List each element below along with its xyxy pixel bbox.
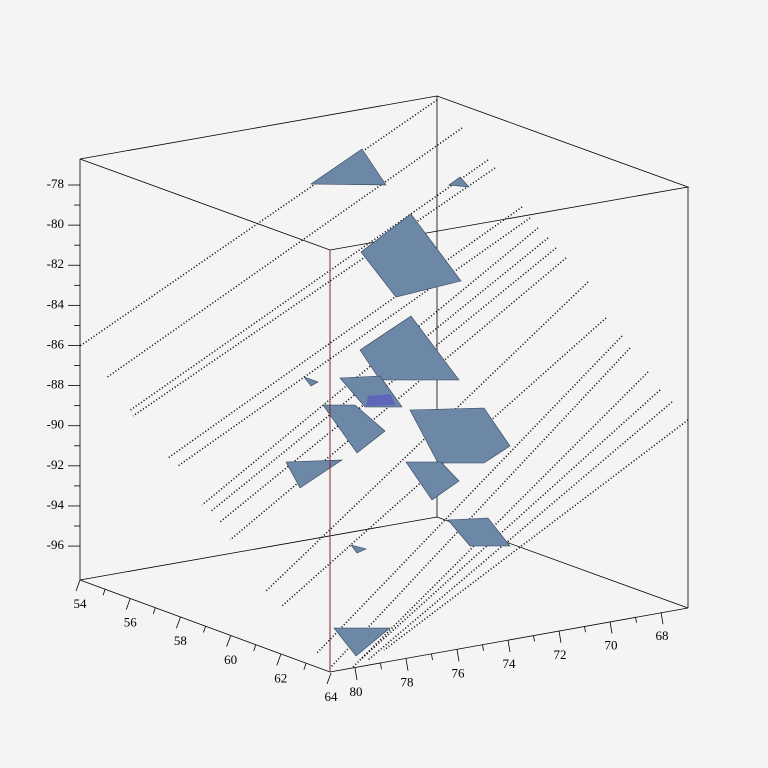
patch <box>448 176 470 188</box>
axes: -78 -80 -82 -84 -86 -88 -90 -92 -94 -96 54 56 58 60 62… <box>47 176 669 704</box>
y-minor-tick <box>533 635 535 642</box>
dotted-line <box>229 257 567 541</box>
y-tick-label: 72 <box>554 647 567 662</box>
dotted-line <box>128 159 489 412</box>
dotted-line <box>177 217 531 467</box>
y-minor-tick <box>431 653 433 661</box>
dotted-line <box>383 419 689 651</box>
y-minor-tick <box>635 616 637 623</box>
y-tick <box>609 621 613 634</box>
patch <box>405 461 460 501</box>
dotted-line <box>201 227 539 506</box>
patch <box>350 544 367 554</box>
y-tick-label: 80 <box>350 684 363 699</box>
patch <box>303 376 319 387</box>
y-tick-label: 78 <box>401 675 414 690</box>
x-tick-label: 56 <box>124 615 138 630</box>
patch <box>409 407 511 464</box>
patch <box>359 315 460 381</box>
x-tick-label: 60 <box>224 652 237 667</box>
z-tick-label: -96 <box>47 537 65 552</box>
patch <box>360 213 462 298</box>
z-tick-label: -94 <box>47 497 65 512</box>
z-tick-label: -86 <box>47 336 65 351</box>
x-tick-label: 58 <box>174 633 187 648</box>
y-tick-label: 76 <box>452 665 466 680</box>
z-tick-label: -92 <box>47 457 64 472</box>
y-tick-label: 70 <box>605 637 618 652</box>
x-tick <box>125 598 131 610</box>
y-tick <box>354 667 358 681</box>
dotted-line <box>359 389 661 661</box>
patch <box>333 627 391 657</box>
x-tick-label: 64 <box>325 689 339 704</box>
patch <box>310 148 387 186</box>
x-tick <box>226 635 231 647</box>
dotted-line <box>209 237 549 513</box>
y-tick-label: 74 <box>503 656 517 671</box>
z-tick-label: -82 <box>47 256 64 271</box>
x-minor-tick <box>253 644 257 652</box>
x-tick-label: 54 <box>74 596 88 611</box>
x-minor-tick <box>303 663 307 670</box>
y-tick <box>507 640 511 653</box>
dotted-line <box>132 167 496 417</box>
y-minor-tick <box>482 644 484 651</box>
dotted-lines <box>79 99 689 669</box>
surface-patches <box>285 148 511 657</box>
x-minor-tick <box>203 626 206 633</box>
z-tick-label: -90 <box>47 417 64 432</box>
y-tick-label: 68 <box>656 628 669 643</box>
x-tick <box>75 579 81 592</box>
dotted-line <box>105 127 463 379</box>
x-tick <box>276 654 282 666</box>
y-tick <box>456 649 460 662</box>
y-tick <box>405 658 409 671</box>
x-minor-tick <box>152 607 156 615</box>
x-tick-label: 62 <box>274 670 287 685</box>
dotted-line <box>351 371 649 669</box>
x-tick <box>176 617 181 629</box>
y-tick <box>660 612 664 625</box>
x-tick <box>326 672 332 685</box>
y-minor-tick <box>584 626 586 633</box>
z-tick-label: -84 <box>47 296 65 311</box>
patch-highlight <box>366 394 396 406</box>
dotted-line <box>367 401 673 661</box>
dotted-line <box>329 347 631 669</box>
patch <box>447 517 511 547</box>
patch <box>285 459 344 489</box>
z-tick-label: -78 <box>47 176 64 191</box>
patch <box>322 404 386 454</box>
x-minor-tick <box>102 589 106 596</box>
dotted-line <box>167 206 523 459</box>
y-tick <box>558 630 562 643</box>
z-tick-label: -80 <box>47 216 64 231</box>
y-minor-tick <box>380 663 382 670</box>
z-tick-label: -88 <box>47 377 64 392</box>
